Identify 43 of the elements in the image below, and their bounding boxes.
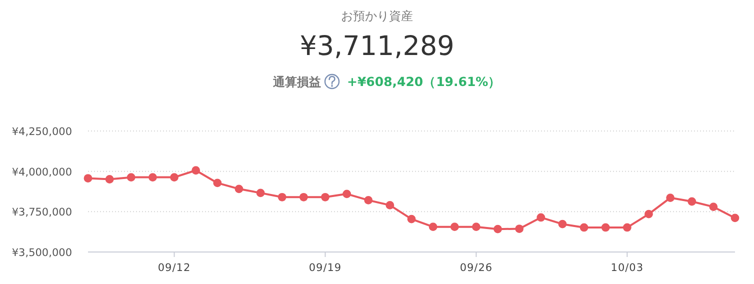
point [536,213,546,222]
y-tick-label: ¥4,000,000 [12,166,72,178]
point [105,175,114,184]
point [148,173,157,182]
point [644,210,653,218]
point [472,222,480,232]
point [622,223,632,232]
point [730,214,740,222]
point [386,201,394,210]
point [364,196,373,204]
point [558,220,567,228]
point [515,224,524,233]
point [450,222,459,232]
text: 通算損益 [272,75,321,89]
text: +¥608,420（19.61%） [347,74,502,89]
x-tick-label: 09/26 [460,262,493,274]
x-tick-label: 09/12 [158,262,191,274]
chart-title: お預かり資産 [341,9,413,23]
point [709,202,718,212]
x-tick-label: 09/19 [308,262,342,274]
point [278,192,286,202]
point [299,192,308,202]
point [234,184,244,194]
point [192,166,200,175]
point [407,214,416,224]
point [342,190,351,198]
point [580,223,588,232]
y-tick-label: ¥3,750,000 [12,206,72,219]
point [170,173,178,182]
y-tick-label: ¥4,250,000 [12,126,72,138]
point [688,197,696,206]
point [666,194,674,202]
point [126,173,136,182]
point [428,222,438,232]
point [84,174,92,182]
point [601,223,610,232]
y-tick-label: ¥3,500,000 [12,247,72,259]
x-tick-label: 10/03 [610,262,644,274]
point [494,224,502,234]
point [321,192,330,202]
point [256,188,265,198]
chart-subtitle: ¥3,711,289 [300,31,454,62]
point [213,178,222,188]
